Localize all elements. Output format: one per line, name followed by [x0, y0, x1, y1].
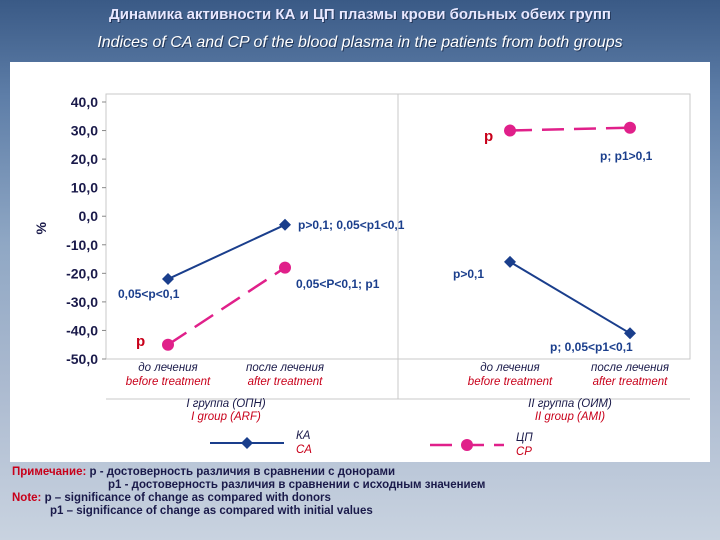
y-tick-label: -30,0	[66, 294, 98, 310]
note-en-line2: p1 – significance of change as compared …	[50, 505, 373, 517]
title-russian: Динамика активности КА и ЦП плазмы крови…	[109, 6, 611, 23]
annotation: p	[484, 128, 493, 145]
legend-marker-ca	[241, 437, 253, 449]
cp-point	[279, 261, 291, 274]
cp-point	[504, 124, 516, 137]
title-english: Indices of CA and CP of the blood plasma…	[97, 34, 623, 51]
note-ru-text1: р - достоверность различия в сравнении с…	[86, 466, 396, 478]
annotation: p>0,1	[453, 267, 484, 281]
y-tick-label: 10,0	[71, 180, 98, 196]
legend-label-ru: ЦП	[516, 432, 533, 444]
category-label-ru: после лечения	[246, 362, 324, 374]
ca-point	[624, 327, 636, 340]
ca-point	[162, 273, 174, 286]
note-ru-line2: р1 - достоверность различия в сравнении …	[108, 479, 486, 491]
category-label-ru: до лечения	[480, 362, 539, 374]
note-en-line1: Note: p – significance of change as comp…	[12, 492, 712, 505]
series-line-ca	[509, 261, 631, 335]
series-line-cp	[509, 126, 631, 132]
note-ru-line1: Примечание: р - достоверность различия в…	[12, 466, 712, 479]
category-label-ru: до лечения	[138, 362, 197, 374]
annotation: p>0,1; 0,05<p1<0,1	[298, 218, 405, 232]
y-tick-label: 0,0	[79, 208, 99, 224]
group-label-en: I group (ARF)	[191, 411, 261, 423]
note-en-text1: p – significance of change as compared w…	[41, 492, 331, 504]
category-label-en: after treatment	[248, 376, 324, 388]
category-label-en: before treatment	[126, 376, 211, 388]
legend-marker-cp	[461, 439, 473, 451]
y-tick-label: -40,0	[66, 322, 98, 338]
ca-point	[504, 255, 516, 268]
category-label-en: after treatment	[593, 376, 669, 388]
y-tick-label: -10,0	[66, 237, 98, 253]
y-tick-label: 20,0	[71, 151, 98, 167]
series-line-ca	[167, 223, 286, 280]
ca-point	[279, 218, 291, 231]
series-line-cp	[167, 266, 286, 346]
category-label-ru: после лечения	[591, 362, 669, 374]
group-label-ru: II группа (ОИМ)	[528, 398, 612, 410]
legend-label-ru: КА	[296, 430, 311, 442]
annotation: p	[136, 333, 145, 350]
annotation: p; p1>0,1	[600, 149, 653, 163]
category-label-en: before treatment	[468, 376, 553, 388]
footnotes: Примечание: р - достоверность различия в…	[12, 466, 712, 518]
y-tick-label: -20,0	[66, 265, 98, 281]
annotation: 0,05<P<0,1; p1	[296, 277, 380, 291]
annotation: 0,05<p<0,1	[118, 287, 180, 301]
chart-panel: 40,0 30,0 20,0 10,0 0,0 -10,0 -20,0 -30,0 -40,0 -…	[10, 62, 710, 462]
y-tick-label: 40,0	[71, 94, 98, 110]
y-tick-label: 30,0	[71, 123, 98, 139]
y-tick-label: -50,0	[66, 351, 98, 367]
note-label-ru: Примечание:	[12, 466, 87, 478]
cp-point	[624, 121, 636, 134]
note-label-en: Note:	[12, 492, 42, 504]
group-label-ru: I группа (ОПН)	[186, 398, 265, 410]
annotation: p; 0,05<p1<0,1	[550, 340, 633, 354]
group-label-en: II group (AMI)	[535, 411, 605, 423]
legend-label-en: CP	[516, 446, 532, 458]
legend-label-en: CA	[296, 444, 312, 456]
cp-point	[162, 338, 174, 351]
line-chart: 40,0 30,0 20,0 10,0 0,0 -10,0 -20,0 -30,0 -40,0 -…	[33, 93, 691, 458]
y-axis-label: %	[33, 221, 49, 234]
